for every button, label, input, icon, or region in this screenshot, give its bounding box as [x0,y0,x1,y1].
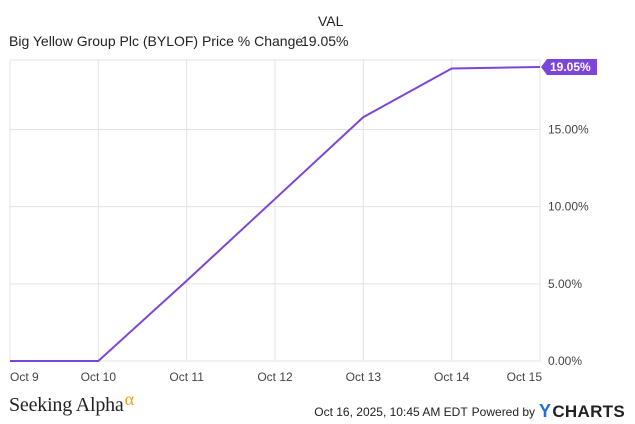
ycharts-logo: Y CHARTS [539,401,625,422]
x-tick-label: Oct 10 [81,370,117,384]
footer-powered-by: Powered by [471,404,536,419]
callout-value: 19.05% [550,60,591,74]
ycharts-wordmark: CHARTS [552,401,625,421]
chart-series [10,65,541,362]
x-tick-label: Oct 15 [507,370,543,384]
x-tick-label: Oct 9 [10,370,39,384]
x-tick-label: Oct 11 [169,370,204,384]
footer-timestamp: Oct 16, 2025, 10:45 AM EDT [314,404,468,419]
x-tick-label: Oct 13 [346,370,382,384]
seeking-alpha-wordmark: Seeking Alpha [9,394,124,416]
seeking-alpha-logo: Seeking Alphaα [9,389,134,417]
chart-grid [9,59,541,362]
y-tick-label: 15.00% [548,122,589,136]
series-line [10,65,541,362]
alpha-symbol: α [124,389,134,409]
legend-series-name: Big Yellow Group Plc (BYLOF) Price % Cha… [9,33,304,49]
legend-value-header: VAL [318,13,344,29]
last-value-callout: 19.05% [541,58,597,75]
callout-badge [541,58,597,75]
y-tick-label: 0.00% [548,354,582,368]
x-tick-label: Oct 14 [434,370,470,384]
chart-ticks: Oct 9 Oct 10 Oct 11 Oct 12 Oct 13 Oct 14 Oct 1… [10,122,589,384]
ycharts-y-mark: Y [539,401,552,421]
x-tick-label: Oct 12 [257,370,293,384]
legend-series-value: 19.05% [301,33,349,49]
y-tick-label: 5.00% [548,277,582,291]
y-tick-label: 10.00% [548,200,589,214]
